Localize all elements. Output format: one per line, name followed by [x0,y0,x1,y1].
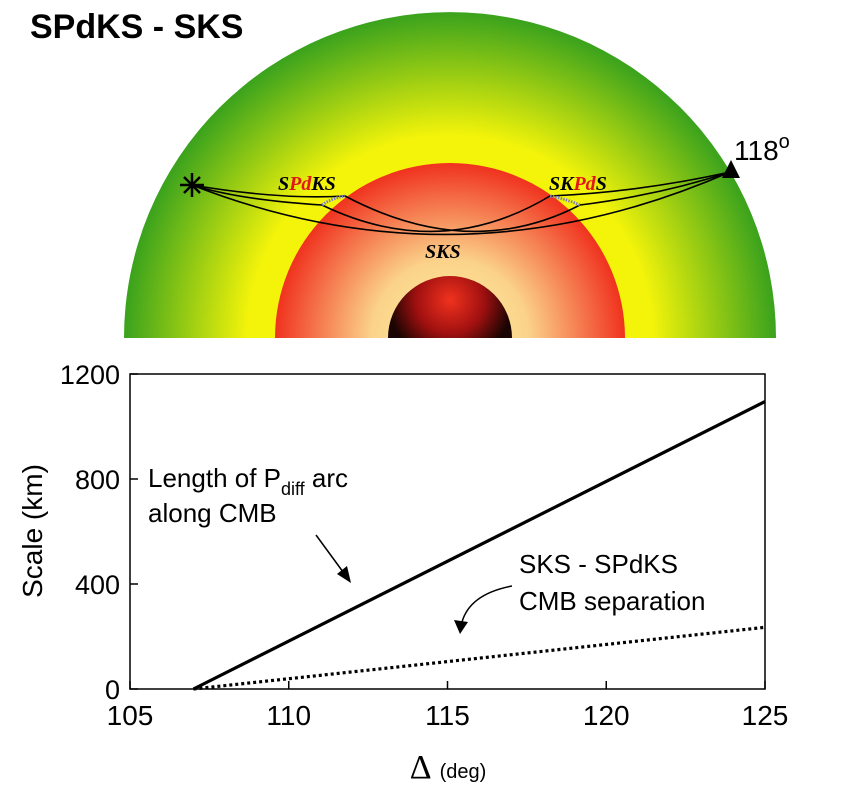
annotation-arc-length-2: along CMB [148,498,277,528]
outer-core [275,163,625,338]
y-axis-label: Scale (km) [17,464,48,598]
arrow-head-arc-length [337,566,351,583]
series-group [192,400,766,691]
ray-path-sks [191,171,731,236]
x-axis-label: Δ (deg) [410,749,487,786]
distance-label: 118o [734,131,790,166]
y-tick-label: 400 [75,570,120,600]
x-axis-symbol: Δ [410,749,432,786]
x-axis-ticks: 105 110 115 120 125 [107,681,789,731]
y-tick-label: 0 [105,675,120,705]
y-tick-label: 1200 [60,360,120,390]
phase-label-spdks: SPdKS [278,173,336,195]
x-tick-label: 125 [742,700,789,731]
x-tick-label: 110 [266,700,311,731]
y-tick-label: 800 [75,465,120,495]
source-star-icon [180,173,204,197]
x-tick-label: 115 [425,700,470,731]
annotation-separation-2: CMB separation [519,586,705,616]
arrow-head-separation [454,620,468,634]
x-tick-label: 105 [107,700,154,731]
earth-diagram: SPdKS SKPdS SKS 118o [124,12,790,338]
y-axis-ticks: 0 400 800 1200 [60,360,138,705]
annotation-separation: SKS - SPdKS [519,549,678,579]
inner-core [388,276,512,338]
series-line-arc-length [192,400,766,691]
ray-path-spdks [191,171,731,233]
x-axis-unit: (deg) [440,761,487,783]
arrow-arc-length [315,534,347,577]
series-line-separation [193,625,766,691]
plot-frame [129,373,766,690]
phase-label-skpds: SKPdS [549,173,607,195]
chart: 0 400 800 1200 105 110 115 120 125 Scale (km) Δ… [17,360,788,786]
receiver-triangle-icon [722,160,740,178]
annotation-arc-length: Length of Pdiff arc [148,463,348,499]
arrow-separation [461,585,513,623]
diffracted-arc-left [321,194,346,207]
phase-label-sks: SKS [425,241,461,263]
figure-title: SPdKS - SKS [30,8,244,46]
x-tick-label: 120 [583,700,630,731]
